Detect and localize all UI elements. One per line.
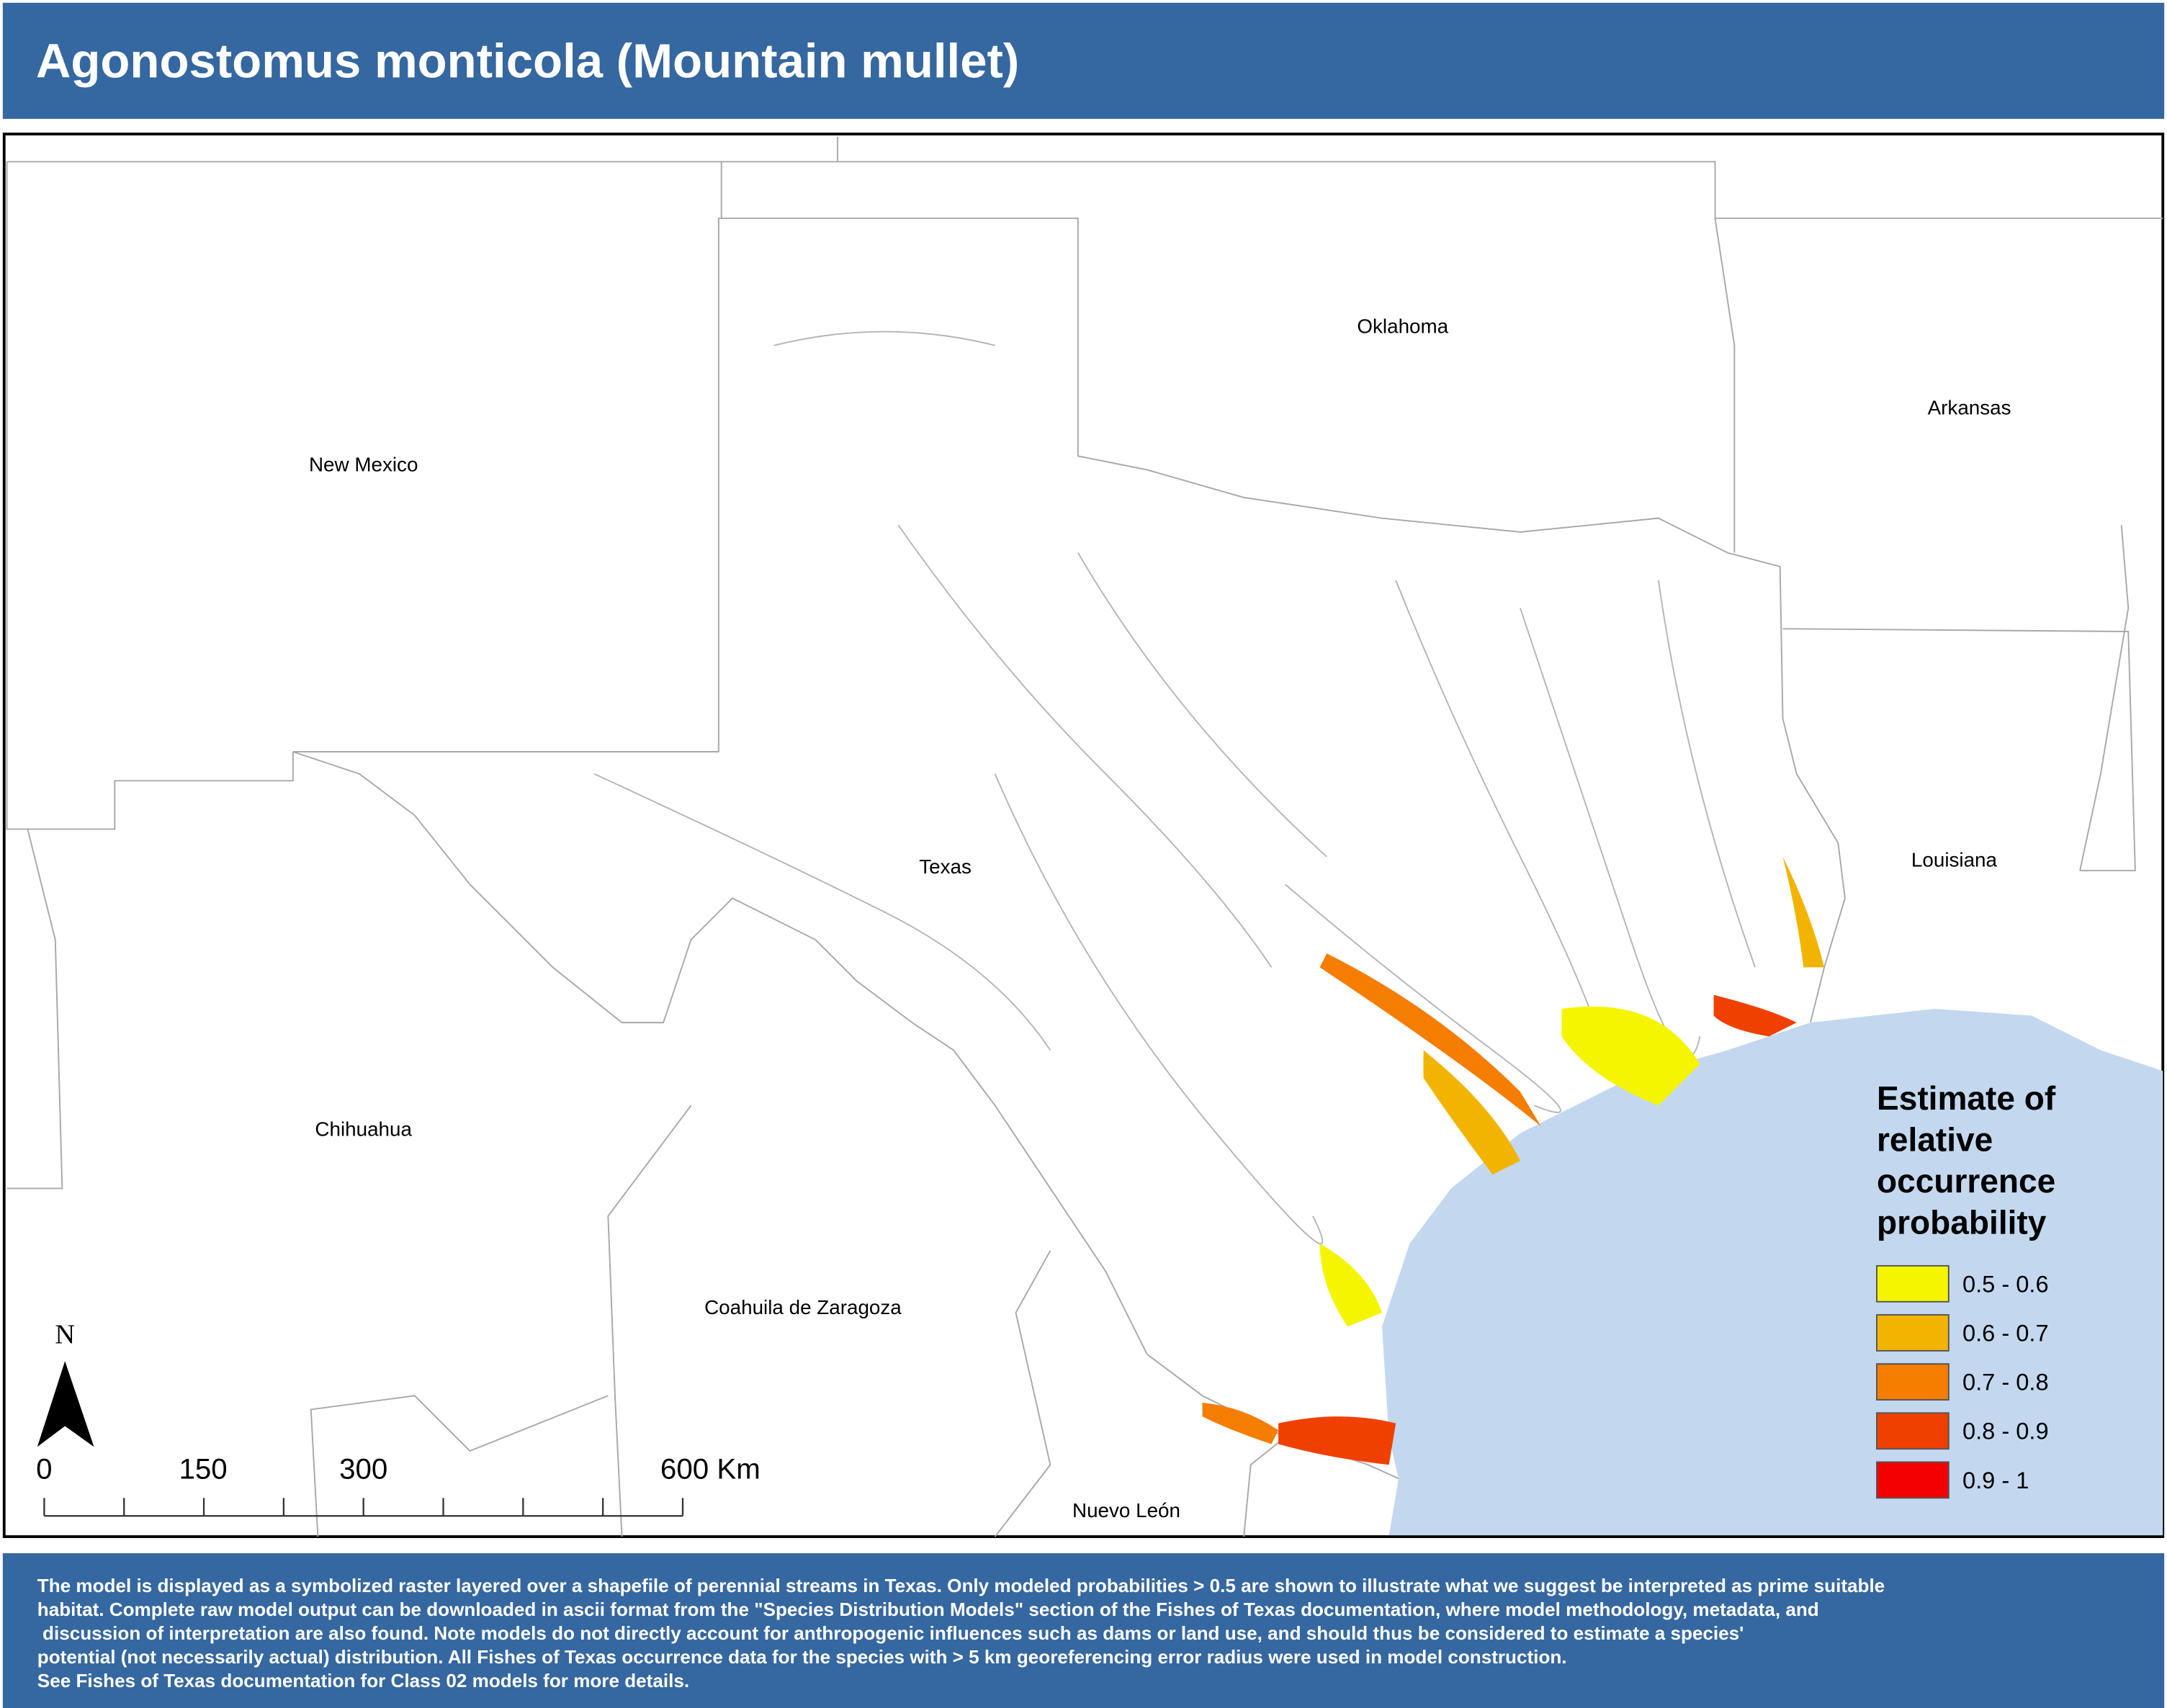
legend-title: Estimate of	[1877, 1079, 2056, 1117]
scale-label: 600 Km	[660, 1452, 761, 1485]
title: Agonostomus monticola (Mountain mullet)	[36, 34, 1019, 88]
north-arrow	[37, 1361, 94, 1447]
region-label: Oklahoma	[1357, 315, 1448, 338]
region-label: Louisiana	[1911, 848, 1998, 871]
region-label: Texas	[919, 855, 972, 878]
footer-text: See Fishes of Texas documentation for Cl…	[37, 1670, 689, 1691]
footer-text: habitat. Complete raw model output can b…	[37, 1599, 1819, 1620]
habitat-raster	[1202, 856, 1825, 1465]
gulf-of-mexico	[1382, 1008, 2163, 1536]
legend-label: 0.7 - 0.8	[1962, 1369, 2049, 1395]
legend-label: 0.5 - 0.6	[1962, 1270, 2049, 1297]
footer-text: The model is displayed as a symbolized r…	[37, 1575, 1885, 1596]
title-bar	[2, 2, 2165, 120]
legend-swatch	[1876, 1264, 1950, 1303]
legend-label: 0.8 - 0.9	[1962, 1418, 2049, 1444]
legend-swatch	[1876, 1363, 1950, 1401]
streams	[593, 331, 1757, 1245]
legend-title: occurrence	[1877, 1162, 2055, 1200]
legend-label: 0.9 - 1	[1962, 1467, 2029, 1493]
scale-label: 150	[179, 1452, 227, 1485]
footer-text: discussion of interpretation are also fo…	[37, 1622, 1744, 1644]
region-label: Chihuahua	[315, 1118, 412, 1140]
legend-swatch	[1876, 1461, 1950, 1499]
legend-swatch	[1876, 1412, 1950, 1450]
legend-title: relative	[1877, 1121, 1993, 1159]
region-label: Coahuila de Zaragoza	[704, 1296, 902, 1318]
borders	[6, 136, 2163, 1537]
region-label: Nuevo León	[1072, 1499, 1180, 1522]
region-label: Arkansas	[1928, 397, 2011, 419]
region-label: New Mexico	[309, 453, 418, 475]
scale-bar	[43, 1498, 684, 1517]
scale-label: 0	[36, 1452, 52, 1485]
footer-bar	[2, 1553, 2165, 1708]
scale-label: 300	[339, 1452, 387, 1485]
north-label: N	[55, 1319, 75, 1349]
legend-title: probability	[1877, 1204, 2047, 1241]
legend-swatch	[1876, 1314, 1950, 1352]
footer-text: potential (not necessarily actual) distr…	[37, 1646, 1567, 1668]
legend-label: 0.6 - 0.7	[1962, 1319, 2049, 1346]
